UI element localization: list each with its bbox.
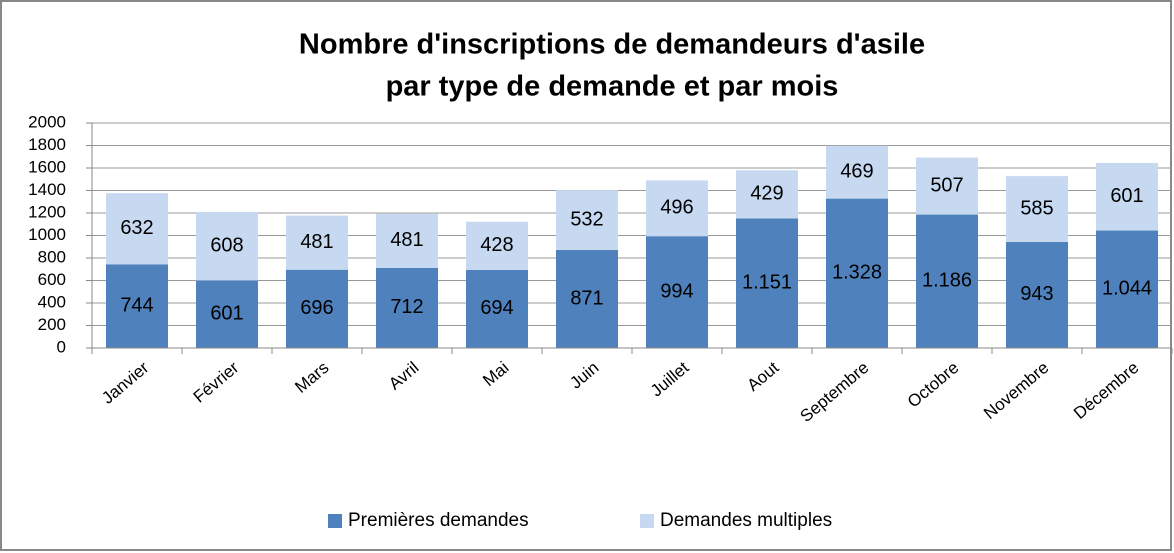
bar-segment [826, 145, 888, 199]
y-tick-label: 200 [38, 315, 66, 334]
y-tick-label: 1200 [28, 202, 66, 221]
data-label: 632 [120, 217, 153, 239]
legend-swatch [640, 514, 654, 528]
bar-segment [196, 280, 258, 348]
data-label: 1.151 [742, 272, 792, 294]
data-label: 507 [930, 174, 963, 196]
data-label: 496 [660, 197, 693, 219]
data-label: 608 [210, 234, 243, 256]
bar-segment [106, 264, 168, 348]
y-tick-label: 600 [38, 270, 66, 289]
y-tick-label: 800 [38, 247, 66, 266]
y-tick-label: 1400 [28, 180, 66, 199]
data-label: 428 [480, 234, 513, 256]
data-label: 696 [300, 297, 333, 319]
bar-segment [1006, 176, 1068, 242]
bar-segment [466, 221, 528, 270]
legend-swatch [328, 514, 342, 528]
data-label: 429 [750, 183, 783, 205]
data-label: 994 [660, 280, 693, 302]
bar-segment [916, 214, 978, 348]
y-tick-label: 1800 [28, 135, 66, 154]
bar-segment [916, 157, 978, 215]
data-label: 481 [300, 231, 333, 253]
y-tick-label: 1000 [28, 225, 66, 244]
data-label: 744 [120, 294, 153, 316]
bar-segment [556, 190, 618, 251]
bar-segment [1006, 241, 1068, 348]
legend-label: Demandes multiples [660, 510, 832, 531]
data-label: 601 [210, 302, 243, 324]
bar-segment [106, 193, 168, 265]
bar-segment [646, 180, 708, 237]
bar-segment [286, 215, 348, 270]
data-label: 712 [390, 296, 423, 318]
y-tick-label: 0 [57, 337, 66, 356]
bar-segment [646, 236, 708, 348]
legend-label: Premières demandes [348, 510, 529, 531]
bar-segment [376, 213, 438, 268]
bar-segment [466, 269, 528, 348]
bar-segment [1096, 162, 1158, 231]
data-label: 694 [480, 297, 513, 319]
chart-title: Nombre d'inscriptions de demandeurs d'as… [299, 29, 925, 61]
bar-segment [736, 218, 798, 348]
data-label: 1.328 [832, 262, 882, 284]
data-label: 532 [570, 208, 603, 230]
bar-segment [286, 269, 348, 348]
y-tick-label: 1600 [28, 157, 66, 176]
bar-segment [376, 267, 438, 348]
chart-title: par type de demande et par mois [386, 71, 839, 103]
data-label: 1.044 [1102, 278, 1152, 300]
data-label: 601 [1110, 185, 1143, 207]
bar-segment [736, 170, 798, 219]
data-label: 871 [570, 287, 603, 309]
bar-segment [1096, 230, 1158, 348]
y-tick-label: 2000 [28, 112, 66, 131]
bar-segment [556, 250, 618, 348]
data-label: 585 [1020, 197, 1053, 219]
data-label: 1.186 [922, 270, 972, 292]
bar-segment [826, 198, 888, 348]
data-label: 481 [390, 229, 423, 251]
data-label: 469 [840, 161, 873, 183]
y-tick-label: 400 [38, 292, 66, 311]
data-label: 943 [1020, 283, 1053, 305]
bar-segment [196, 211, 258, 281]
